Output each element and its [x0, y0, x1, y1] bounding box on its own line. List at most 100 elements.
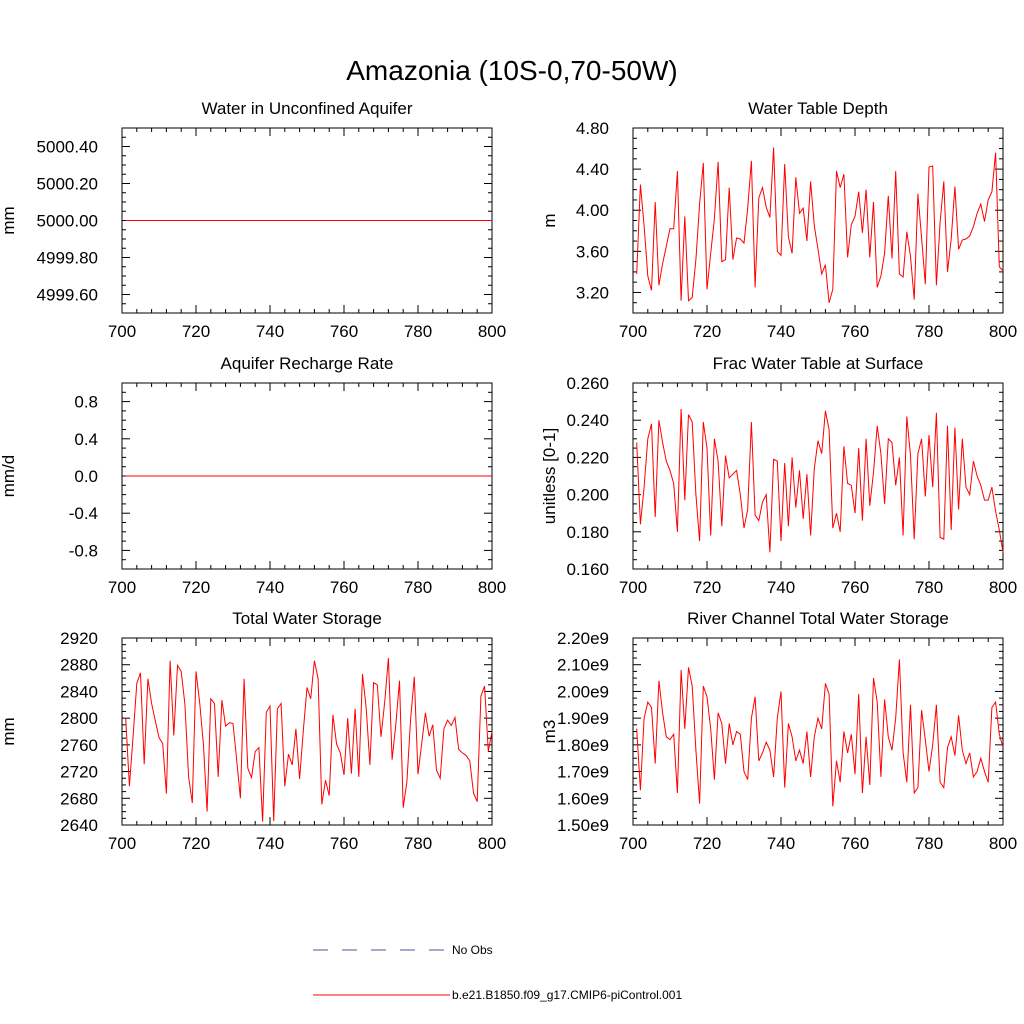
x-tick-label: 800 [989, 834, 1017, 853]
panel-aquifer-recharge-rate: Aquifer Recharge Rate 700 720 740 760 780 800 -… [0, 354, 506, 597]
x-tick-label: 700 [619, 834, 647, 853]
y-tick-label: 2880 [60, 656, 98, 675]
x-tick-label: 740 [767, 322, 795, 341]
x-tick-label: 720 [693, 322, 721, 341]
x-tick-label: 720 [182, 834, 210, 853]
y-tick-label: 1.80e9 [557, 736, 609, 755]
panel-frac-water-table-at-surface: Frac Water Table at Surface 700 720 740 760 7… [540, 354, 1017, 597]
y-tick-label: 4999.80 [37, 249, 98, 268]
x-tick-label: 740 [767, 834, 795, 853]
x-tick-label: 720 [693, 578, 721, 597]
series-line-b-e21-b1850-f09-g17-cmip6-picontrol-001 [636, 147, 1004, 303]
y-tick-label: 0.4 [74, 430, 98, 449]
y-tick-label: 1.90e9 [557, 709, 609, 728]
y-axis-label: unitless [0-1] [540, 428, 559, 524]
x-tick-label: 780 [404, 578, 432, 597]
y-tick-label: 3.20 [576, 283, 609, 302]
x-tick-label: 780 [915, 322, 943, 341]
x-tick-label: 760 [330, 834, 358, 853]
y-tick-label: 0.240 [566, 411, 609, 430]
panel-title: Frac Water Table at Surface [713, 354, 924, 373]
y-tick-label: 5000.40 [37, 138, 98, 157]
x-tick-label: 740 [256, 834, 284, 853]
series-line-b-e21-b1850-f09-g17-cmip6-picontrol-001 [636, 659, 1004, 807]
y-tick-label: 4.80 [576, 119, 609, 138]
x-tick-label: 720 [182, 322, 210, 341]
x-tick-label: 760 [330, 322, 358, 341]
y-tick-label: 2840 [60, 682, 98, 701]
y-tick-label: 1.70e9 [557, 763, 609, 782]
y-tick-label: 5000.20 [37, 175, 98, 194]
y-tick-label: 3.60 [576, 242, 609, 261]
y-tick-label: 1.60e9 [557, 789, 609, 808]
panel-total-water-storage: Total Water Storage 700 720 740 760 780 800 264… [0, 609, 506, 853]
panel-water-in-unconfined-aquifer: Water in Unconfined Aquifer 700 720 740 760 7… [0, 99, 506, 341]
x-tick-label: 720 [693, 834, 721, 853]
x-tick-label: 760 [841, 578, 869, 597]
panel-river-channel-total-water-storage: River Channel Total Water Storage 700 720 7… [540, 609, 1017, 853]
y-tick-label: 2.10e9 [557, 656, 609, 675]
x-tick-label: 760 [841, 834, 869, 853]
x-tick-label: 780 [915, 834, 943, 853]
y-axis-label: m3 [540, 720, 559, 744]
y-tick-label: 2680 [60, 789, 98, 808]
y-tick-label: 0.180 [566, 523, 609, 542]
panel-water-table-depth: Water Table Depth 700 720 740 760 780 800 3.20 3… [540, 99, 1017, 341]
y-tick-label: 2720 [60, 763, 98, 782]
y-tick-label: 0.0 [74, 467, 98, 486]
y-tick-label: 0.8 [74, 393, 98, 412]
y-tick-label: 2640 [60, 816, 98, 835]
x-tick-label: 740 [256, 322, 284, 341]
x-tick-label: 760 [330, 578, 358, 597]
y-tick-label: 0.260 [566, 374, 609, 393]
x-tick-label: 720 [182, 578, 210, 597]
x-tick-label: 800 [478, 834, 506, 853]
y-tick-label: 0.160 [566, 560, 609, 579]
x-tick-label: 740 [767, 578, 795, 597]
y-axis-label: mm [0, 206, 18, 234]
panel-title: River Channel Total Water Storage [687, 609, 949, 628]
x-tick-label: 740 [256, 578, 284, 597]
panel-title: Water Table Depth [748, 99, 888, 118]
figure-title: Amazonia (10S-0,70-50W) [346, 55, 677, 86]
y-axis-label: mm [0, 717, 18, 745]
x-tick-label: 780 [404, 322, 432, 341]
legend-label-no-obs: No Obs [452, 943, 493, 957]
legend: No Obs b.e21.B1850.f09_g17.CMIP6-piContr… [313, 943, 682, 1002]
y-tick-label: 1.50e9 [557, 816, 609, 835]
y-tick-label: 2760 [60, 736, 98, 755]
y-tick-label: 0.200 [566, 486, 609, 505]
y-tick-label: 2.20e9 [557, 629, 609, 648]
x-tick-label: 700 [108, 578, 136, 597]
x-tick-label: 700 [619, 322, 647, 341]
x-tick-label: 800 [478, 578, 506, 597]
y-axis-label: mm/d [0, 455, 18, 498]
x-tick-label: 800 [478, 322, 506, 341]
y-tick-label: -0.8 [69, 541, 98, 560]
x-tick-label: 800 [989, 578, 1017, 597]
chart-panels: Water in Unconfined Aquifer 700 720 740 760 7… [0, 99, 1017, 853]
x-tick-label: 700 [108, 834, 136, 853]
x-tick-label: 760 [841, 322, 869, 341]
y-tick-label: 2920 [60, 629, 98, 648]
x-tick-label: 780 [404, 834, 432, 853]
x-tick-label: 700 [108, 322, 136, 341]
x-tick-label: 800 [989, 322, 1017, 341]
y-axis-label: m [540, 213, 559, 227]
x-tick-label: 780 [915, 578, 943, 597]
y-tick-label: 4.00 [576, 201, 609, 220]
legend-label-model-run: b.e21.B1850.f09_g17.CMIP6-piControl.001 [452, 988, 682, 1002]
y-tick-label: 2800 [60, 709, 98, 728]
y-tick-label: 5000.00 [37, 212, 98, 231]
series-line-b-e21-b1850-f09-g17-cmip6-picontrol-001 [636, 409, 1004, 553]
y-tick-label: 0.220 [566, 448, 609, 467]
panel-title: Aquifer Recharge Rate [221, 354, 394, 373]
panel-title: Total Water Storage [232, 609, 382, 628]
x-tick-label: 700 [619, 578, 647, 597]
panel-title: Water in Unconfined Aquifer [201, 99, 412, 118]
y-tick-label: 4.40 [576, 160, 609, 179]
y-tick-label: 2.00e9 [557, 682, 609, 701]
y-tick-label: 4999.60 [37, 286, 98, 305]
y-tick-label: -0.4 [69, 504, 98, 523]
